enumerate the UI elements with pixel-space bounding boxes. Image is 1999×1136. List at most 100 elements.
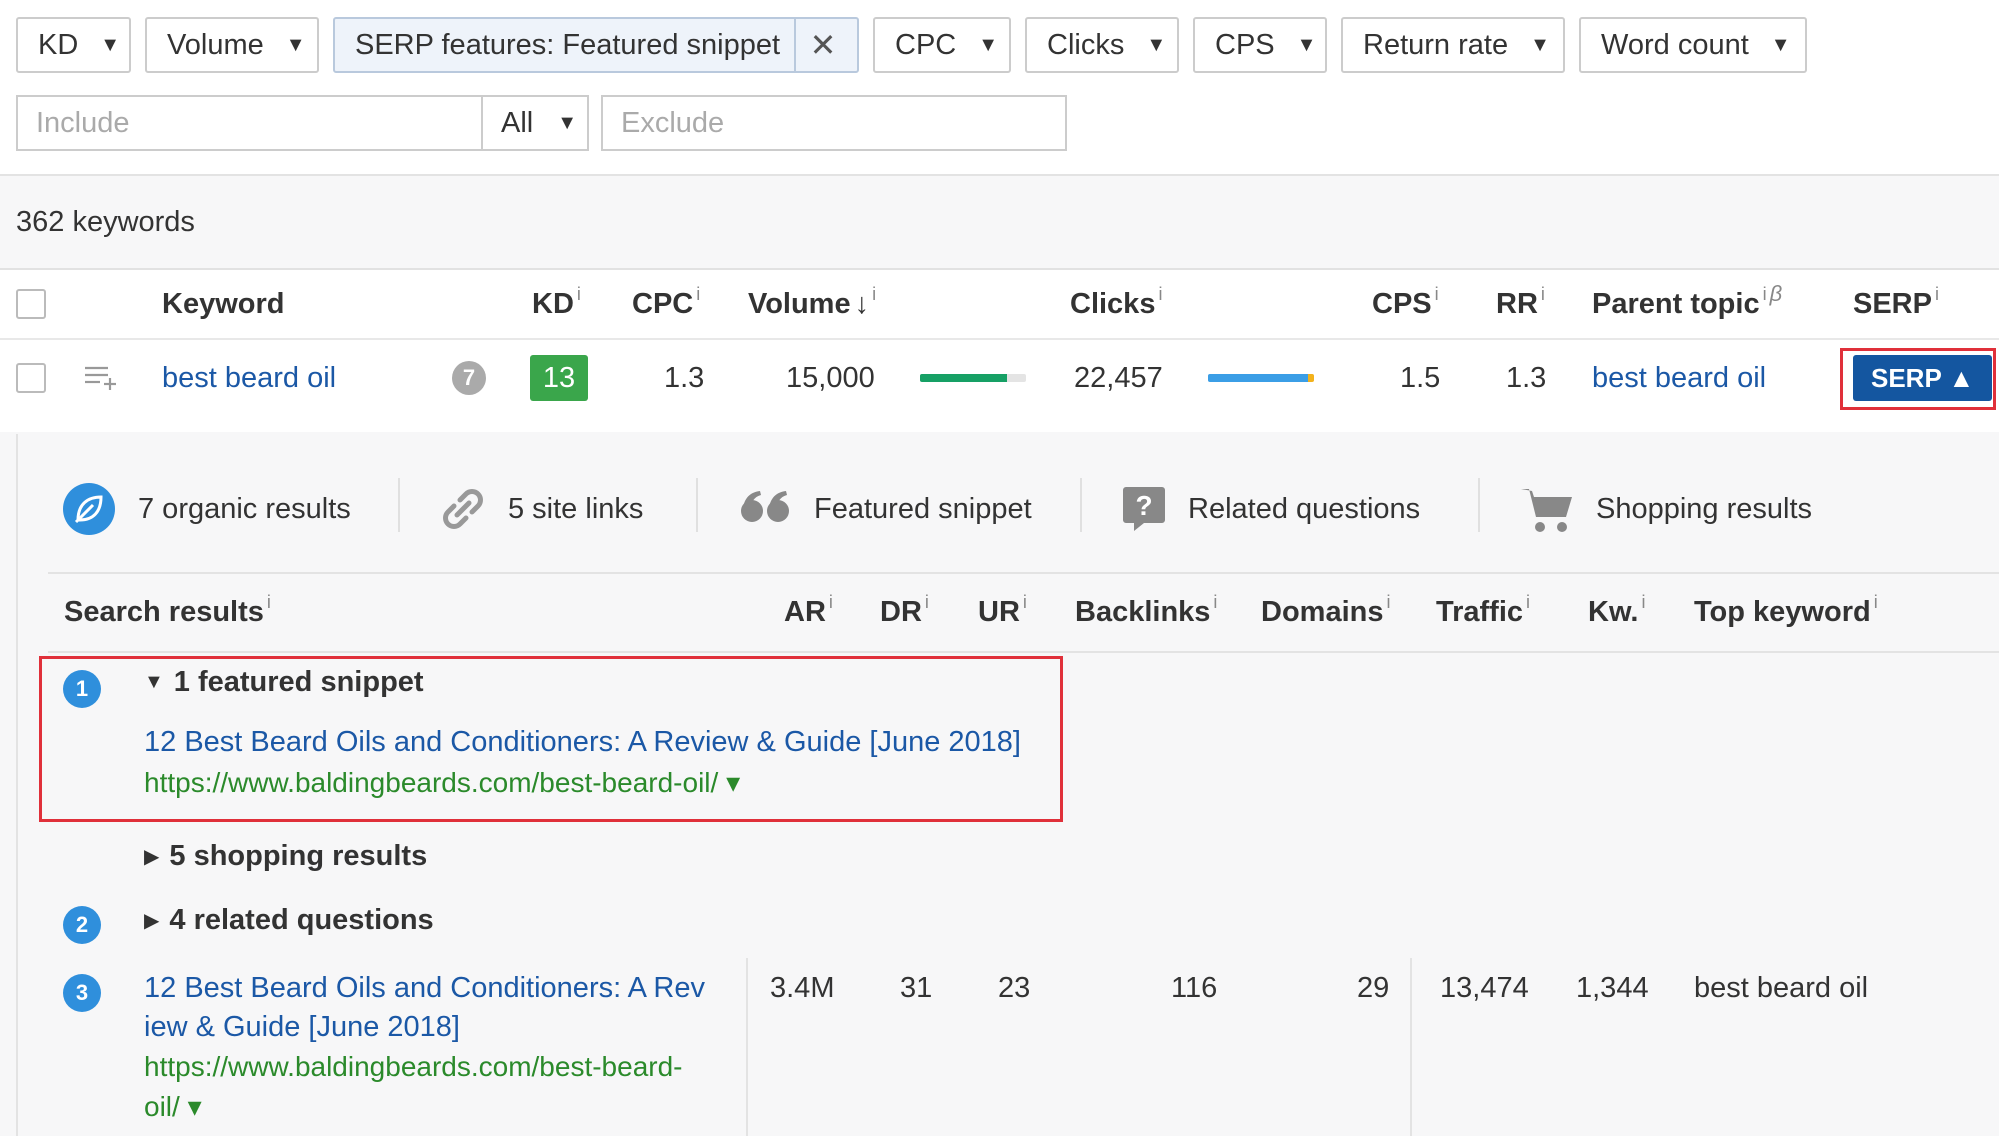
header-keyword[interactable]: Keyword [162, 287, 285, 320]
divider [746, 958, 748, 1136]
match-mode-value: All [501, 106, 534, 139]
chevron-down-icon: ▼ [1770, 33, 1791, 56]
divider [1410, 958, 1412, 1136]
feature-label: 7 organic results [138, 492, 351, 525]
header-parent-topic[interactable]: Parent topic i β [1592, 281, 1783, 320]
word-count-filter-dropdown[interactable]: Word count ▼ [1579, 17, 1807, 73]
header-backlinks[interactable]: Backlinks i [1075, 591, 1218, 628]
caret-down-icon: ▼ [144, 671, 164, 693]
kd-filter-dropdown[interactable]: KD ▼ [16, 17, 131, 73]
chevron-down-icon: ▼ [978, 33, 999, 56]
header-dr[interactable]: DR i [880, 591, 929, 628]
result-url[interactable]: oil/ ▾ [144, 1091, 202, 1122]
return-rate-filter-dropdown[interactable]: Return rate ▼ [1341, 17, 1565, 73]
header-search-results: Search results i [64, 591, 271, 628]
feature-shopping-results[interactable]: Shopping results [1520, 470, 1812, 548]
divider [398, 478, 400, 532]
cpc-filter-dropdown[interactable]: CPC ▼ [873, 17, 1011, 73]
info-icon: i [696, 283, 701, 304]
feature-featured-snippet[interactable]: Featured snippet [740, 470, 1032, 548]
kd-badge: 13 [530, 340, 588, 416]
kd-filter-label: KD [38, 28, 79, 61]
clicks-filter-dropdown[interactable]: Clicks ▼ [1025, 17, 1179, 73]
result-title-link[interactable]: iew & Guide [June 2018] [144, 1011, 460, 1043]
volume-value: 15,000 [786, 361, 875, 394]
header-kd[interactable]: KD i [532, 283, 581, 320]
close-icon[interactable]: ✕ [794, 19, 850, 71]
info-icon: i [1762, 283, 1767, 304]
domains-link[interactable]: 29 [1357, 972, 1390, 1004]
position-badge: 2 [63, 906, 101, 944]
backlinks-link[interactable]: 116 [1171, 972, 1218, 1004]
match-mode-select[interactable]: All ▼ [483, 95, 589, 151]
kw-link[interactable]: 1,344 [1576, 972, 1649, 1004]
header-cps[interactable]: CPS i [1372, 283, 1439, 320]
featured-snippet-toggle[interactable]: ▼ 1 featured snippet [144, 666, 424, 699]
result-title-link[interactable]: 12 Best Beard Oils and Conditioners: A R… [144, 726, 1021, 758]
leaf-icon [62, 482, 116, 536]
volume-filter-dropdown[interactable]: Volume ▼ [145, 17, 319, 73]
serp-button[interactable]: SERP ▲ [1853, 340, 1993, 416]
serp-panel [16, 434, 1999, 1136]
header-ar[interactable]: AR i [784, 591, 833, 628]
add-to-list-icon[interactable] [84, 340, 118, 416]
keyword-table: Keyword KD i CPC i Volume ↓ i Clicks i CPS i R… [0, 268, 1999, 432]
info-icon: i [1641, 591, 1646, 612]
info-icon: i [872, 283, 877, 304]
position-badge: 1 [63, 670, 101, 708]
return-rate-filter-label: Return rate [1363, 28, 1509, 61]
header-cpc[interactable]: CPC i [632, 283, 701, 320]
svg-text:?: ? [1135, 490, 1152, 521]
feature-label: Related questions [1188, 492, 1421, 525]
result-url[interactable]: https://www.baldingbeards.com/best-beard… [144, 767, 741, 798]
clicks-value: 22,457 [1074, 361, 1163, 394]
cart-icon [1520, 485, 1574, 533]
keyword-link[interactable]: best beard oil [162, 361, 337, 394]
header-rr[interactable]: RR i [1496, 283, 1545, 320]
divider [1478, 478, 1480, 532]
chevron-down-icon: ▼ [100, 33, 121, 56]
traffic-value: 13,474 [1440, 972, 1529, 1004]
feature-related-questions[interactable]: ? Related questions [1122, 470, 1420, 548]
filter-bar: KD ▼ Volume ▼ SERP features: Featured sn… [16, 17, 1807, 73]
info-icon: i [1022, 591, 1027, 612]
cps-filter-label: CPS [1215, 28, 1275, 61]
related-questions-toggle[interactable]: ▶ 4 related questions [144, 904, 434, 937]
header-domains[interactable]: Domains i [1261, 591, 1391, 628]
clicks-bar [1208, 340, 1314, 416]
result-title-link[interactable]: 12 Best Beard Oils and Conditioners: A R… [144, 972, 705, 1004]
shopping-results-toggle[interactable]: ▶ 5 shopping results [144, 840, 427, 873]
keyword-count: 362 keywords [16, 206, 195, 238]
exclude-placeholder: Exclude [621, 106, 725, 139]
info-icon: i [1158, 283, 1163, 304]
cps-filter-dropdown[interactable]: CPS ▼ [1193, 17, 1327, 73]
header-clicks[interactable]: Clicks i [1070, 283, 1163, 320]
cpc-filter-label: CPC [895, 28, 957, 61]
chevron-down-icon: ▼ [285, 33, 306, 56]
caret-right-icon: ▶ [144, 910, 160, 932]
header-traffic[interactable]: Traffic i [1436, 591, 1531, 628]
include-input[interactable]: Include [16, 95, 483, 151]
chevron-down-icon: ▼ [1146, 33, 1167, 56]
result-url[interactable]: https://www.baldingbeards.com/best-beard… [144, 1051, 683, 1082]
info-icon: i [828, 591, 833, 612]
parent-topic-link[interactable]: best beard oil [1592, 361, 1767, 394]
exclude-input[interactable]: Exclude [601, 95, 1067, 151]
feature-organic-results[interactable]: 7 organic results [62, 470, 351, 548]
serp-features-filter[interactable]: SERP features: Featured snippet ✕ [333, 17, 859, 73]
header-top-keyword[interactable]: Top keyword i [1694, 591, 1878, 628]
feature-site-links[interactable]: 5 site links [440, 470, 643, 548]
divider [696, 478, 698, 532]
ur-value: 23 [998, 972, 1031, 1004]
row-checkbox[interactable] [16, 340, 46, 416]
info-icon: i [1526, 591, 1531, 612]
header-volume[interactable]: Volume ↓ i [748, 283, 877, 320]
info-icon: i [1873, 591, 1878, 612]
header-ur[interactable]: UR i [978, 591, 1027, 628]
chevron-down-icon: ▼ [557, 111, 578, 134]
select-all-checkbox[interactable] [16, 270, 46, 338]
clicks-filter-label: Clicks [1047, 28, 1125, 61]
header-kw[interactable]: Kw. i [1588, 591, 1646, 628]
top-keyword-link[interactable]: best beard oil [1694, 972, 1869, 1004]
header-serp[interactable]: SERP i [1853, 283, 1939, 320]
